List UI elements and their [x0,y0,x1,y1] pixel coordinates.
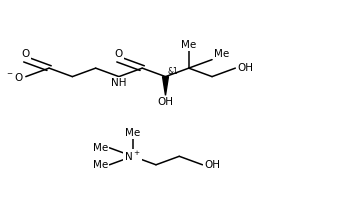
Text: OH: OH [237,63,253,73]
Polygon shape [162,77,169,95]
Text: N$^+$: N$^+$ [124,150,141,163]
Text: Me: Me [93,143,108,153]
Text: Me: Me [181,40,196,50]
Text: OH: OH [204,160,220,170]
Text: O: O [115,49,123,59]
Text: Me: Me [93,160,108,170]
Text: O: O [22,49,30,59]
Text: Me: Me [214,49,229,59]
Text: OH: OH [158,97,173,107]
Text: $^-$O: $^-$O [5,71,24,83]
Text: Me: Me [125,128,140,138]
Text: NH: NH [111,78,127,88]
Text: &1: &1 [167,67,178,76]
